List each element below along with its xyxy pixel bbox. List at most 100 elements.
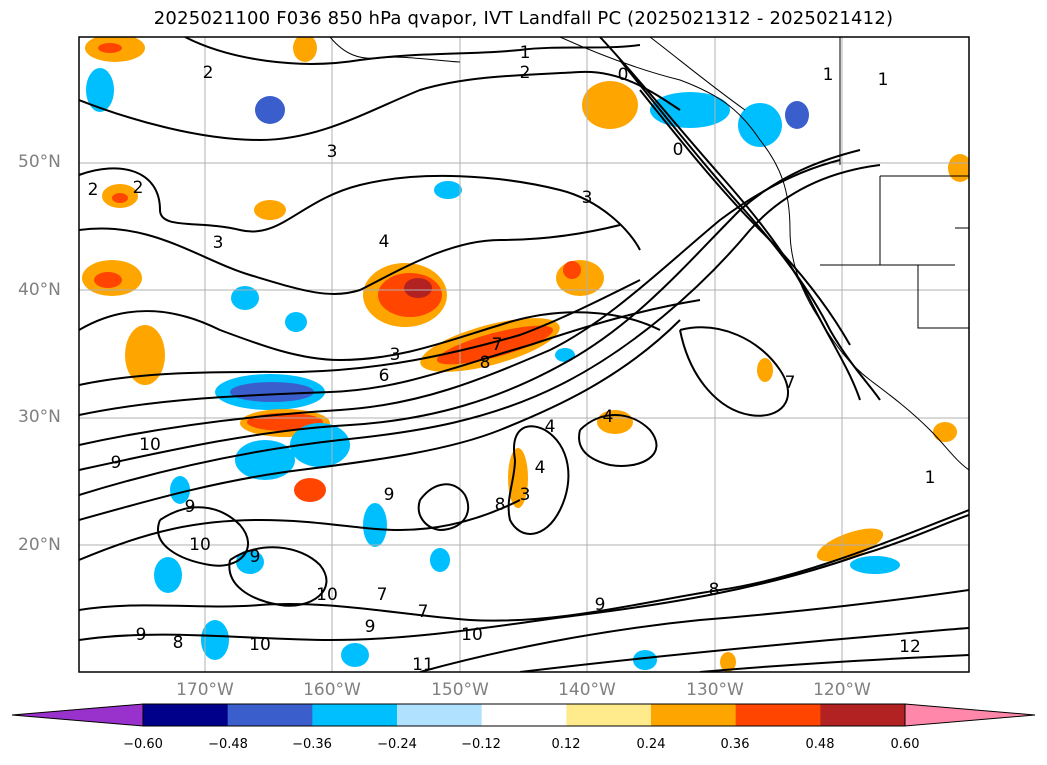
qvapor-shading — [82, 37, 969, 672]
contour-label: 10 — [139, 435, 161, 455]
graticule — [79, 37, 969, 672]
contour-label: 4 — [603, 407, 614, 427]
colorbar-extend-max — [904, 703, 1036, 727]
contour-label: 9 — [595, 595, 606, 615]
colorbar-tick: −0.12 — [461, 737, 501, 752]
anomaly-blob — [154, 557, 182, 593]
contour-label: 4 — [379, 232, 390, 252]
contour-label: 3 — [582, 188, 593, 208]
coastlines — [329, 37, 969, 471]
anomaly-blob — [294, 478, 326, 502]
anomaly-blob — [757, 358, 773, 382]
contour-label: 2 — [203, 63, 214, 83]
lon-label-140w: 140°W — [558, 680, 616, 700]
colorbar-segment — [735, 704, 821, 726]
colorbar-segment — [312, 704, 398, 726]
contour-label: 9 — [384, 485, 395, 505]
anomaly-blob — [112, 193, 128, 203]
contour-label: 0 — [618, 65, 629, 85]
contour-label: 1 — [520, 43, 531, 63]
lon-label-120w: 120°W — [813, 680, 871, 700]
contour-label: 8 — [709, 580, 720, 600]
contour-label: 3 — [390, 345, 401, 365]
contour-label: 2 — [88, 180, 99, 200]
map-plot: 1 2 2 0 0 3 3 3 3 4 6 8 7 1 2 2 10 9 9 9… — [78, 36, 970, 675]
contour-label: 2 — [133, 178, 144, 198]
lat-label-30n: 30°N — [18, 407, 61, 427]
colorbar-segment — [143, 704, 229, 726]
anomaly-blob — [125, 325, 165, 385]
anomaly-blob — [720, 652, 736, 672]
contour-label: 10 — [316, 585, 338, 605]
contour-label: 1 — [823, 65, 834, 85]
contour-label: 10 — [461, 625, 483, 645]
anomaly-blob — [230, 382, 314, 402]
anomaly-blob — [556, 260, 604, 296]
contour-label: 4 — [535, 458, 546, 478]
anomaly-blob — [285, 312, 307, 332]
anomaly-blob — [404, 278, 432, 298]
colorbar-segment — [227, 704, 313, 726]
ivt-contours — [79, 37, 969, 672]
contour-label: 10 — [189, 535, 211, 555]
anomaly-blob — [436, 325, 554, 365]
anomaly-blob — [98, 43, 122, 53]
colorbar-tick: −0.36 — [292, 737, 332, 752]
colorbar-tick: −0.24 — [377, 737, 417, 752]
page-title: 2025021100 F036 850 hPa qvapor, IVT Land… — [153, 8, 894, 29]
lon-label-160w: 160°W — [303, 680, 361, 700]
anomaly-blob — [555, 348, 575, 362]
anomaly-blob — [650, 92, 730, 128]
contour-label: 11 — [412, 655, 434, 675]
colorbar-segment — [820, 704, 906, 726]
contour-label-group: 1 2 2 0 0 3 3 3 3 4 6 8 7 1 2 2 10 9 9 9… — [88, 43, 936, 675]
anomaly-blob — [231, 286, 259, 310]
anomaly-blob — [341, 643, 369, 667]
anomaly-blob — [850, 556, 900, 574]
anomaly-blob — [434, 181, 462, 199]
contour-label: 8 — [173, 633, 184, 653]
colorbar-tick: 0.60 — [890, 737, 920, 752]
contour-label: 7 — [785, 373, 796, 393]
contour-label: 9 — [365, 617, 376, 637]
colorbar-segment — [481, 704, 567, 726]
anomaly-blob — [582, 81, 638, 129]
colorbar-tick: −0.48 — [208, 737, 248, 752]
colorbar-tick: 0.48 — [805, 737, 835, 752]
anomaly-blob — [235, 440, 295, 480]
contour-label: 2 — [520, 63, 531, 83]
contour-label: 7 — [418, 602, 429, 622]
lon-label-170w: 170°W — [176, 680, 234, 700]
contour-label: 1 — [925, 468, 936, 488]
contour-label: 8 — [495, 495, 506, 515]
anomaly-blob — [948, 154, 969, 182]
contour-label: 0 — [673, 140, 684, 160]
colorbar-tick: 0.12 — [551, 737, 581, 752]
contour-label: 3 — [213, 233, 224, 253]
contour-label: 12 — [899, 637, 921, 657]
colorbar-extend-min — [11, 703, 144, 727]
anomaly-blob — [738, 103, 782, 147]
colorbar-outline — [142, 703, 906, 727]
contour-label: 4 — [545, 417, 556, 437]
anomaly-blob — [290, 423, 350, 467]
colorbar-segment — [651, 704, 737, 726]
anomaly-blob — [170, 476, 190, 504]
anomaly-blob — [86, 68, 114, 112]
anomaly-blob — [933, 422, 957, 442]
anomaly-blob — [508, 448, 528, 508]
anomaly-blob — [94, 272, 122, 288]
contour-label: 9 — [250, 547, 261, 567]
colorbar — [11, 703, 1036, 727]
colorbar-tick: 0.24 — [636, 737, 666, 752]
contour-label: 7 — [377, 585, 388, 605]
contour-label: 10 — [249, 635, 271, 655]
lat-label-20n: 20°N — [18, 535, 61, 555]
anomaly-blob — [563, 261, 581, 279]
anomaly-blob — [293, 37, 317, 62]
lat-label-40n: 40°N — [18, 280, 61, 300]
anomaly-blob — [254, 200, 286, 220]
colorbar-segment — [566, 704, 652, 726]
contour-label: 9 — [185, 497, 196, 517]
colorbar-segment — [397, 704, 483, 726]
